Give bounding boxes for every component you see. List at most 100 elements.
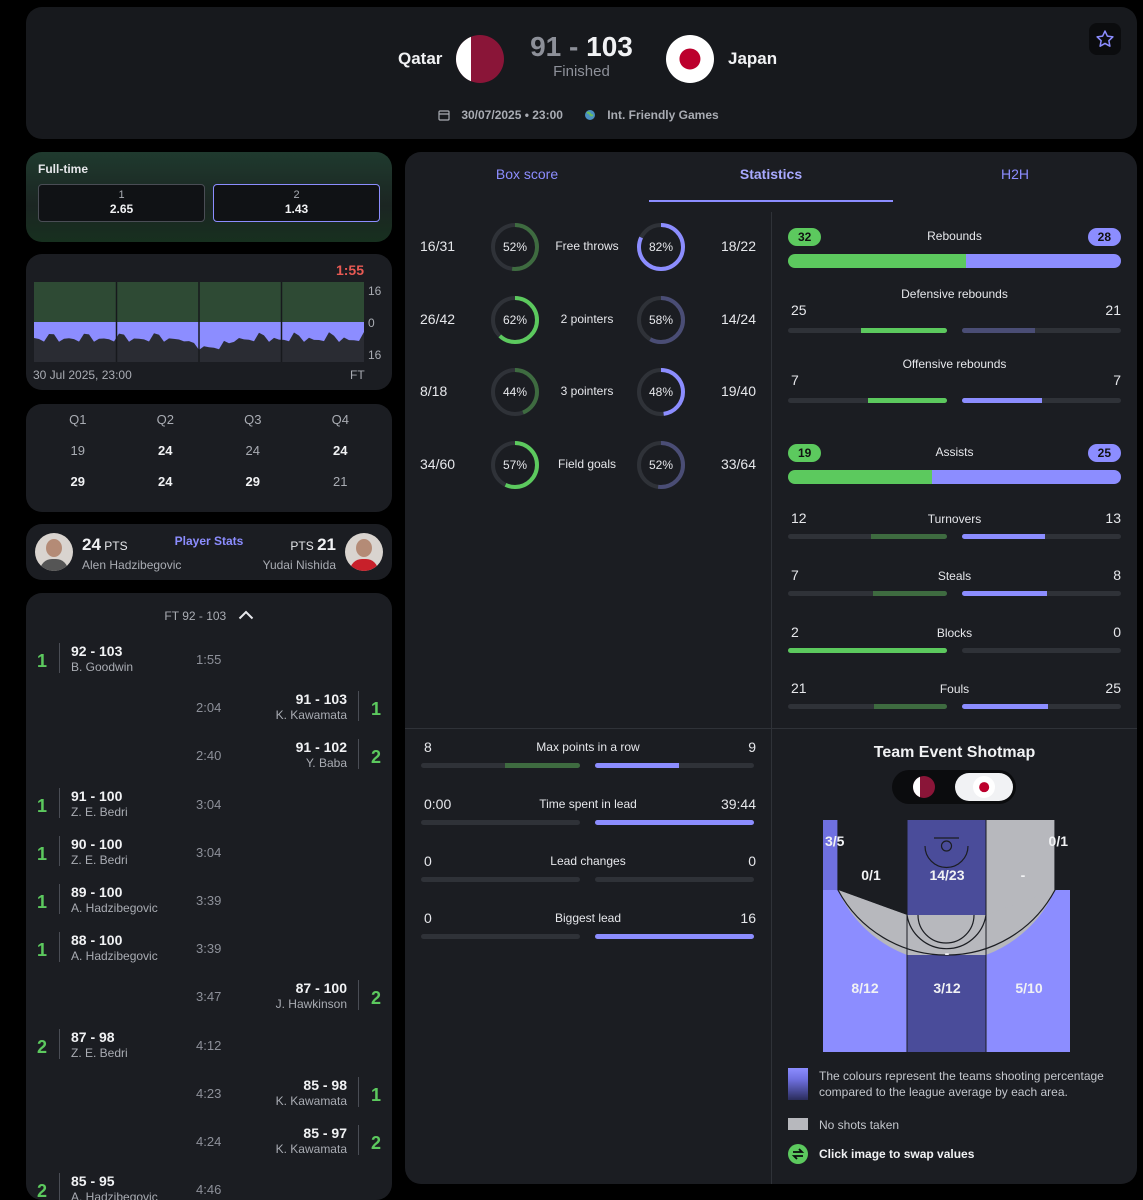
away-stat-fill [595, 934, 754, 939]
event-divider [358, 1076, 359, 1107]
event-points: 2 [370, 988, 381, 1009]
tab-box-score[interactable]: Box score [495, 166, 559, 182]
stat-away-value: 0 [1113, 624, 1121, 640]
favorite-button[interactable] [1089, 23, 1121, 55]
momentum-axis-top: 16 [368, 284, 382, 298]
event-divider [59, 932, 60, 963]
away-quarter-score: 21 [333, 474, 348, 489]
zone-top-key: - [945, 945, 950, 961]
home-team[interactable]: Qatar [398, 35, 505, 83]
home-stat-fill [788, 648, 947, 653]
event-divider [358, 739, 359, 770]
zone-right-mid: - [1021, 867, 1026, 883]
event-time: 2:04 [196, 700, 222, 716]
stat-label: Turnovers [927, 512, 982, 526]
stat-label: Defensive rebounds [901, 287, 1008, 301]
event-time: 3:39 [196, 941, 222, 957]
zone-corner-left: 3/5 [825, 833, 845, 849]
competition-name: Int. Friendly Games [607, 108, 719, 122]
divider [405, 728, 1137, 729]
misc-stat-row: 0 Lead changes 0 [405, 853, 771, 893]
player-stats-link[interactable]: Player Stats [174, 534, 244, 548]
away-stat-track [962, 398, 1121, 403]
event-player: A. Hadzibegovic [71, 901, 158, 915]
stat-away-value: 9 [748, 739, 756, 755]
home-score: 91 [530, 31, 562, 62]
stat-comparison-bar [788, 254, 1121, 268]
event-score: 87 - 100 [295, 980, 347, 997]
home-player-pts-value: 24 [82, 535, 101, 554]
star-icon [1096, 30, 1114, 47]
away-team[interactable]: Japan [666, 35, 777, 83]
home-stat-track [421, 877, 580, 882]
event-divider [59, 884, 60, 914]
stat-label: Offensive rebounds [902, 357, 1007, 371]
divider [771, 212, 772, 730]
stat-label: Biggest lead [554, 911, 622, 925]
competition-link[interactable]: Int. Friendly Games [584, 108, 724, 122]
shoot-away-made: 19/40 [720, 383, 756, 399]
event-score: 91 - 100 [71, 787, 123, 804]
home-share-bar [788, 254, 966, 268]
stat-label: Fouls [939, 682, 970, 696]
stat-home-value: 32 [788, 228, 822, 246]
event-divider [59, 1173, 60, 1200]
stat-home-value: 0 [424, 853, 432, 869]
away-stat-track [962, 328, 1121, 333]
top-players-card[interactable]: 24 PTS Alen Hadzibegovic Player Stats PT… [26, 524, 392, 580]
legend-colors-text: The colours represent the teams shooting… [819, 1069, 1104, 1099]
ring-pct: 58% [649, 313, 673, 327]
odds-away-button[interactable]: 2 1.43 [213, 184, 380, 222]
event-divider [358, 691, 359, 722]
stat-home-value: 2 [791, 624, 799, 640]
away-stat-fill [962, 591, 1047, 596]
odds-home-button[interactable]: 1 2.65 [38, 184, 205, 222]
shoot-label: Free throws [555, 239, 619, 253]
event-score: 89 - 100 [71, 884, 123, 900]
home-pct-ring: 44% [491, 368, 539, 416]
event-time: 2:40 [196, 748, 222, 764]
event-points: 2 [37, 1181, 48, 1200]
home-team-name: Qatar [398, 49, 443, 68]
event-player: J. Hawkinson [275, 997, 347, 1012]
momentum-axis-mid: 0 [368, 316, 375, 330]
home-quarter-score: 24 [245, 443, 260, 458]
stat-away-value: 7 [1113, 372, 1121, 388]
misc-stat-row: 0:00 Time spent in lead 39:44 [405, 796, 771, 836]
stat-label: Assists [935, 445, 974, 459]
shoot-away-made: 18/22 [720, 238, 756, 254]
ring-pct: 82% [649, 240, 673, 254]
tab-h2h[interactable]: H2H [1000, 166, 1029, 182]
stat-label: Blocks [936, 626, 973, 640]
away-stat-fill [595, 763, 680, 768]
shoot-label: Field goals [557, 456, 617, 471]
shotmap-court[interactable]: 3/5 0/1 14/23 - 0/1 - 8/12 3/12 5/10 [823, 820, 1070, 1052]
home-stat-track [788, 648, 947, 653]
shotmap-team-toggle[interactable] [892, 770, 1016, 804]
event-divider [59, 1028, 60, 1059]
pbp-event: 1 89 - 100 A. Hadzibegovic 3:39 [26, 880, 392, 928]
away-score: 103 [586, 31, 633, 62]
away-pct-ring: 52% [637, 440, 685, 489]
tab-statistics[interactable]: Statistics [739, 166, 803, 182]
event-score: 85 - 97 [303, 1125, 347, 1141]
momentum-graph-card[interactable]: 1:55 16 0 16 30 Jul 2025, 23:00 FT [26, 254, 392, 390]
zone-corner-right: 0/1 [1049, 833, 1069, 849]
home-stat-track [788, 328, 947, 333]
event-time: 3:39 [196, 893, 222, 908]
odds-label: 1 [118, 189, 125, 201]
pbp-period-header[interactable]: FT 92 - 103 [26, 609, 392, 623]
home-stat-track [421, 820, 580, 825]
misc-stat-bars [421, 934, 754, 939]
event-time: 4:23 [196, 1085, 222, 1101]
pbp-event: 1 91 - 103 K. Kawamata 2:04 [26, 687, 392, 735]
stat-away-value: 25 [1087, 444, 1121, 462]
no-shots-swatch-icon [788, 1118, 808, 1130]
event-score: 85 - 95 [71, 1173, 115, 1190]
event-time: 4:24 [196, 1134, 222, 1149]
shotmap-toggle-away[interactable] [955, 773, 1013, 801]
home-player-pts-unit: PTS [104, 539, 128, 553]
quarter-header: Q1 [69, 412, 87, 427]
shotmap-toggle-home[interactable] [895, 773, 953, 801]
event-points: 1 [37, 843, 48, 864]
